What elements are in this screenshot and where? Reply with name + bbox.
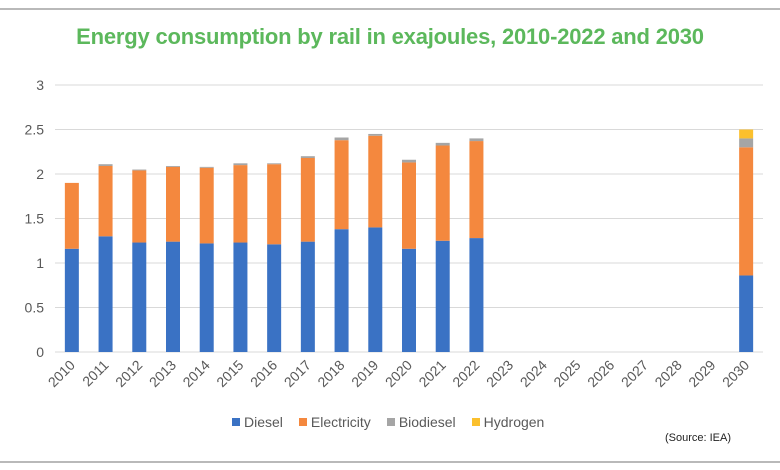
bar-electricity-2016	[267, 164, 282, 245]
x-tick-label: 2017	[281, 357, 314, 390]
bar-electricity-2013	[166, 166, 180, 242]
legend-label: Biodiesel	[398, 414, 456, 430]
y-tick-label: 0	[36, 344, 44, 360]
legend-label: Hydrogen	[483, 414, 545, 430]
x-tick-label: 2010	[45, 357, 78, 390]
legend: Diesel Electricity Biodiesel Hydrogen	[232, 414, 544, 430]
legend-swatch	[232, 418, 240, 426]
x-tick-label: 2014	[179, 357, 212, 390]
x-tick-label: 2013	[146, 357, 179, 390]
bar-biodiesel-2019	[368, 133, 383, 136]
bar-biodiesel-2016	[267, 163, 282, 165]
bar-diesel-2017	[300, 241, 315, 352]
x-tick-label: 2025	[550, 357, 583, 390]
bar-diesel-2019	[368, 227, 383, 352]
x-tick-label: 2029	[685, 357, 718, 390]
bar-electricity-2012	[132, 170, 147, 243]
x-tick-label: 2018	[314, 357, 347, 390]
bar-diesel-2013	[166, 241, 180, 352]
bar-electricity-2014	[199, 167, 214, 244]
bar-electricity-2030	[739, 147, 754, 276]
bar-diesel-2010	[64, 248, 79, 352]
legend-item-biodiesel: Biodiesel	[386, 414, 456, 430]
bar-biodiesel-2015	[233, 163, 248, 166]
legend-item-electricity: Electricity	[298, 414, 371, 430]
bar-diesel-2015	[233, 242, 248, 352]
bar-biodiesel-2012	[132, 169, 147, 171]
bar-diesel-2011	[98, 236, 113, 352]
bar-electricity-2015	[233, 165, 248, 243]
bar-electricity-2020	[402, 162, 416, 249]
bar-electricity-2019	[368, 135, 383, 228]
x-tick-label: 2026	[584, 357, 617, 390]
chart-title: Energy consumption by rail in exajoules,…	[76, 24, 704, 49]
bar-biodiesel-2030	[739, 138, 754, 148]
x-tick-label: 2019	[348, 357, 381, 390]
bar-diesel-2014	[199, 243, 214, 352]
x-tick-label: 2024	[517, 357, 550, 390]
legend-label: Electricity	[310, 414, 371, 430]
bottom-rule	[0, 461, 780, 463]
x-tick-label: 2012	[112, 357, 145, 390]
bar-biodiesel-2011	[98, 164, 113, 166]
x-tick-label: 2021	[415, 357, 448, 390]
x-tick-label: 2027	[618, 357, 651, 390]
bar-diesel-2030	[739, 275, 754, 352]
y-tick-label: 2	[36, 166, 44, 182]
bar-diesel-2018	[334, 229, 349, 352]
x-tick-label: 2022	[449, 357, 482, 390]
y-tick-label: 0.5	[25, 300, 45, 316]
bar-diesel-2020	[402, 248, 416, 352]
x-tick-label: 2011	[79, 357, 112, 390]
bar-biodiesel-2021	[435, 142, 450, 146]
bar-hydrogen-2030	[739, 129, 754, 139]
legend-item-diesel: Diesel	[232, 414, 283, 430]
x-tick-label: 2023	[483, 357, 516, 390]
bar-electricity-2017	[300, 157, 315, 242]
legend-swatch	[386, 418, 395, 426]
legend-label: Diesel	[244, 414, 283, 430]
legend-item-hydrogen: Hydrogen	[471, 414, 545, 430]
bar-biodiesel-2022	[469, 138, 484, 142]
bar-diesel-2012	[132, 242, 147, 352]
x-tick-label: 2028	[651, 357, 684, 390]
y-tick-label: 1.5	[25, 211, 45, 227]
legend-swatch	[471, 418, 480, 426]
bar-biodiesel-2018	[334, 137, 349, 141]
x-tick-label: 2020	[382, 357, 415, 390]
bar-diesel-2016	[267, 244, 282, 352]
bar-diesel-2021	[435, 240, 450, 352]
bar-electricity-2011	[98, 165, 113, 237]
bar-diesel-2022	[469, 238, 484, 352]
bar-electricity-2010	[64, 182, 79, 249]
source-note: (Source: IEA)	[665, 432, 732, 444]
x-tick-label: 2016	[247, 357, 280, 390]
top-rule	[0, 8, 780, 10]
bar-electricity-2022	[469, 141, 484, 239]
legend-swatch	[298, 418, 307, 426]
x-tick-label: 2030	[719, 357, 752, 390]
x-tick-label: 2015	[213, 357, 246, 390]
bar-biodiesel-2013	[166, 165, 180, 167]
bar-biodiesel-2020	[402, 159, 416, 163]
bar-biodiesel-2017	[300, 156, 315, 158]
y-tick-label: 1	[36, 255, 44, 271]
bar-electricity-2018	[334, 140, 349, 230]
y-tick-label: 2.5	[25, 122, 45, 138]
bar-electricity-2021	[435, 145, 450, 241]
y-tick-label: 3	[36, 77, 44, 93]
bar-biodiesel-2014	[199, 166, 214, 168]
